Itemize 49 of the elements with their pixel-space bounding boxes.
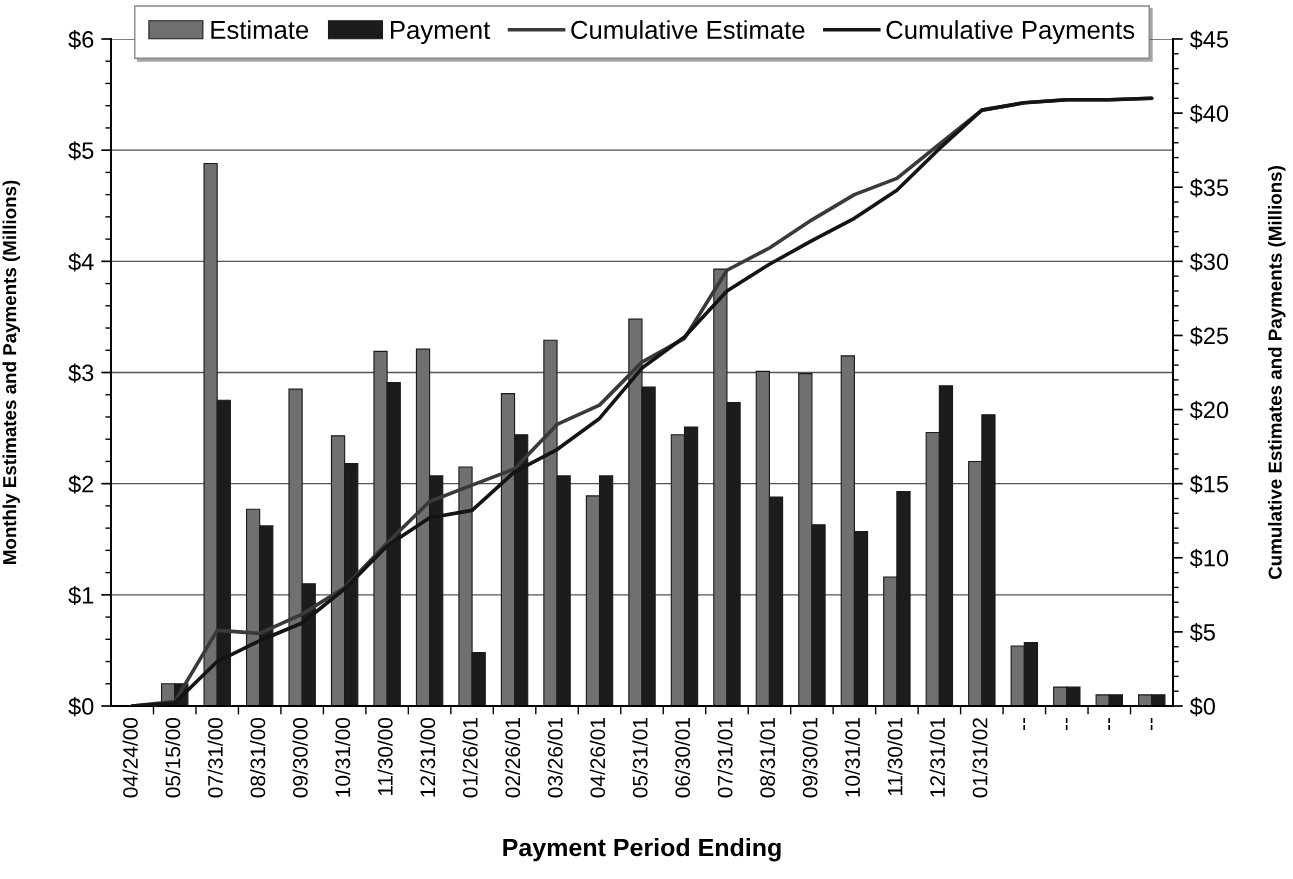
y2-tick-label: $10 bbox=[1189, 548, 1229, 568]
y2-tick-label: $40 bbox=[1189, 104, 1229, 124]
y-tick-label: $4 bbox=[68, 252, 94, 272]
y2-tick-label: $25 bbox=[1189, 326, 1229, 346]
x-tick-label: 12/31/00 bbox=[419, 717, 436, 797]
x-tick-label: 02/26/01 bbox=[504, 718, 521, 798]
x-tick-label: 07/31/00 bbox=[207, 717, 223, 798]
legend-label: Cumulative Payments bbox=[886, 20, 1135, 45]
y2-tick-label: $35 bbox=[1189, 178, 1229, 198]
y2-tick-label: $45 bbox=[1189, 30, 1229, 50]
y-tick-label: $5 bbox=[68, 141, 94, 161]
y2-axis-title: Cumulative Estimates and Payments (Millions) bbox=[1268, 166, 1286, 580]
x-tick-label: 08/31/01 bbox=[759, 718, 776, 798]
x-tick-label: 05/15/00 bbox=[165, 717, 181, 798]
x-tick-label: -- bbox=[1023, 718, 1025, 731]
x-tick-label: 03/26/01 bbox=[547, 718, 563, 798]
x-axis-title: Payment Period Ending bbox=[503, 838, 781, 862]
x-tick-label: 05/31/01 bbox=[632, 718, 648, 798]
x-tick-label: 07/31/01 bbox=[717, 718, 733, 798]
x-tick-label: 09/30/01 bbox=[802, 718, 818, 798]
x-tick-label: 01/31/02 bbox=[972, 718, 988, 798]
y-tick-label: $6 bbox=[68, 30, 94, 50]
x-tick-label: 04/26/01 bbox=[589, 718, 606, 798]
legend-label: Payment bbox=[391, 21, 491, 45]
x-tick-label: -- bbox=[1065, 718, 1068, 731]
y2-tick-label: $20 bbox=[1189, 400, 1229, 420]
x-tick-label: 10/31/00 bbox=[334, 717, 351, 797]
legend-label: Estimate bbox=[211, 20, 309, 40]
legend-label: Cumulative Estimate bbox=[571, 20, 805, 40]
x-tick-label: 11/30/01 bbox=[887, 718, 903, 796]
x-tick-label: 04/24/00 bbox=[122, 717, 138, 798]
y-tick-label: $0 bbox=[68, 697, 94, 717]
x-tick-label: 06/30/01 bbox=[674, 718, 691, 798]
x-tick-label: -- bbox=[1108, 718, 1110, 731]
y-tick-label: $1 bbox=[68, 585, 94, 606]
y2-tick-label: $5 bbox=[1189, 622, 1215, 643]
x-tick-label: 08/31/00 bbox=[249, 717, 266, 798]
y-axis-title: Monthly Estimates and Payments (Millions) bbox=[2, 180, 20, 564]
x-tick-label: 09/30/00 bbox=[292, 717, 308, 798]
x-tick-label: 11/30/00 bbox=[377, 717, 393, 796]
x-tick-label: 12/31/01 bbox=[929, 718, 945, 797]
y-tick-label: $3 bbox=[68, 363, 94, 383]
y2-tick-label: $0 bbox=[1189, 697, 1216, 717]
x-tick-label: 01/26/01 bbox=[462, 718, 478, 798]
y2-tick-label: $15 bbox=[1189, 474, 1229, 494]
x-tick-label: -- bbox=[1150, 718, 1153, 731]
y-tick-label: $2 bbox=[68, 474, 94, 494]
x-tick-label: 10/31/01 bbox=[844, 718, 860, 797]
y2-tick-label: $30 bbox=[1189, 252, 1229, 272]
